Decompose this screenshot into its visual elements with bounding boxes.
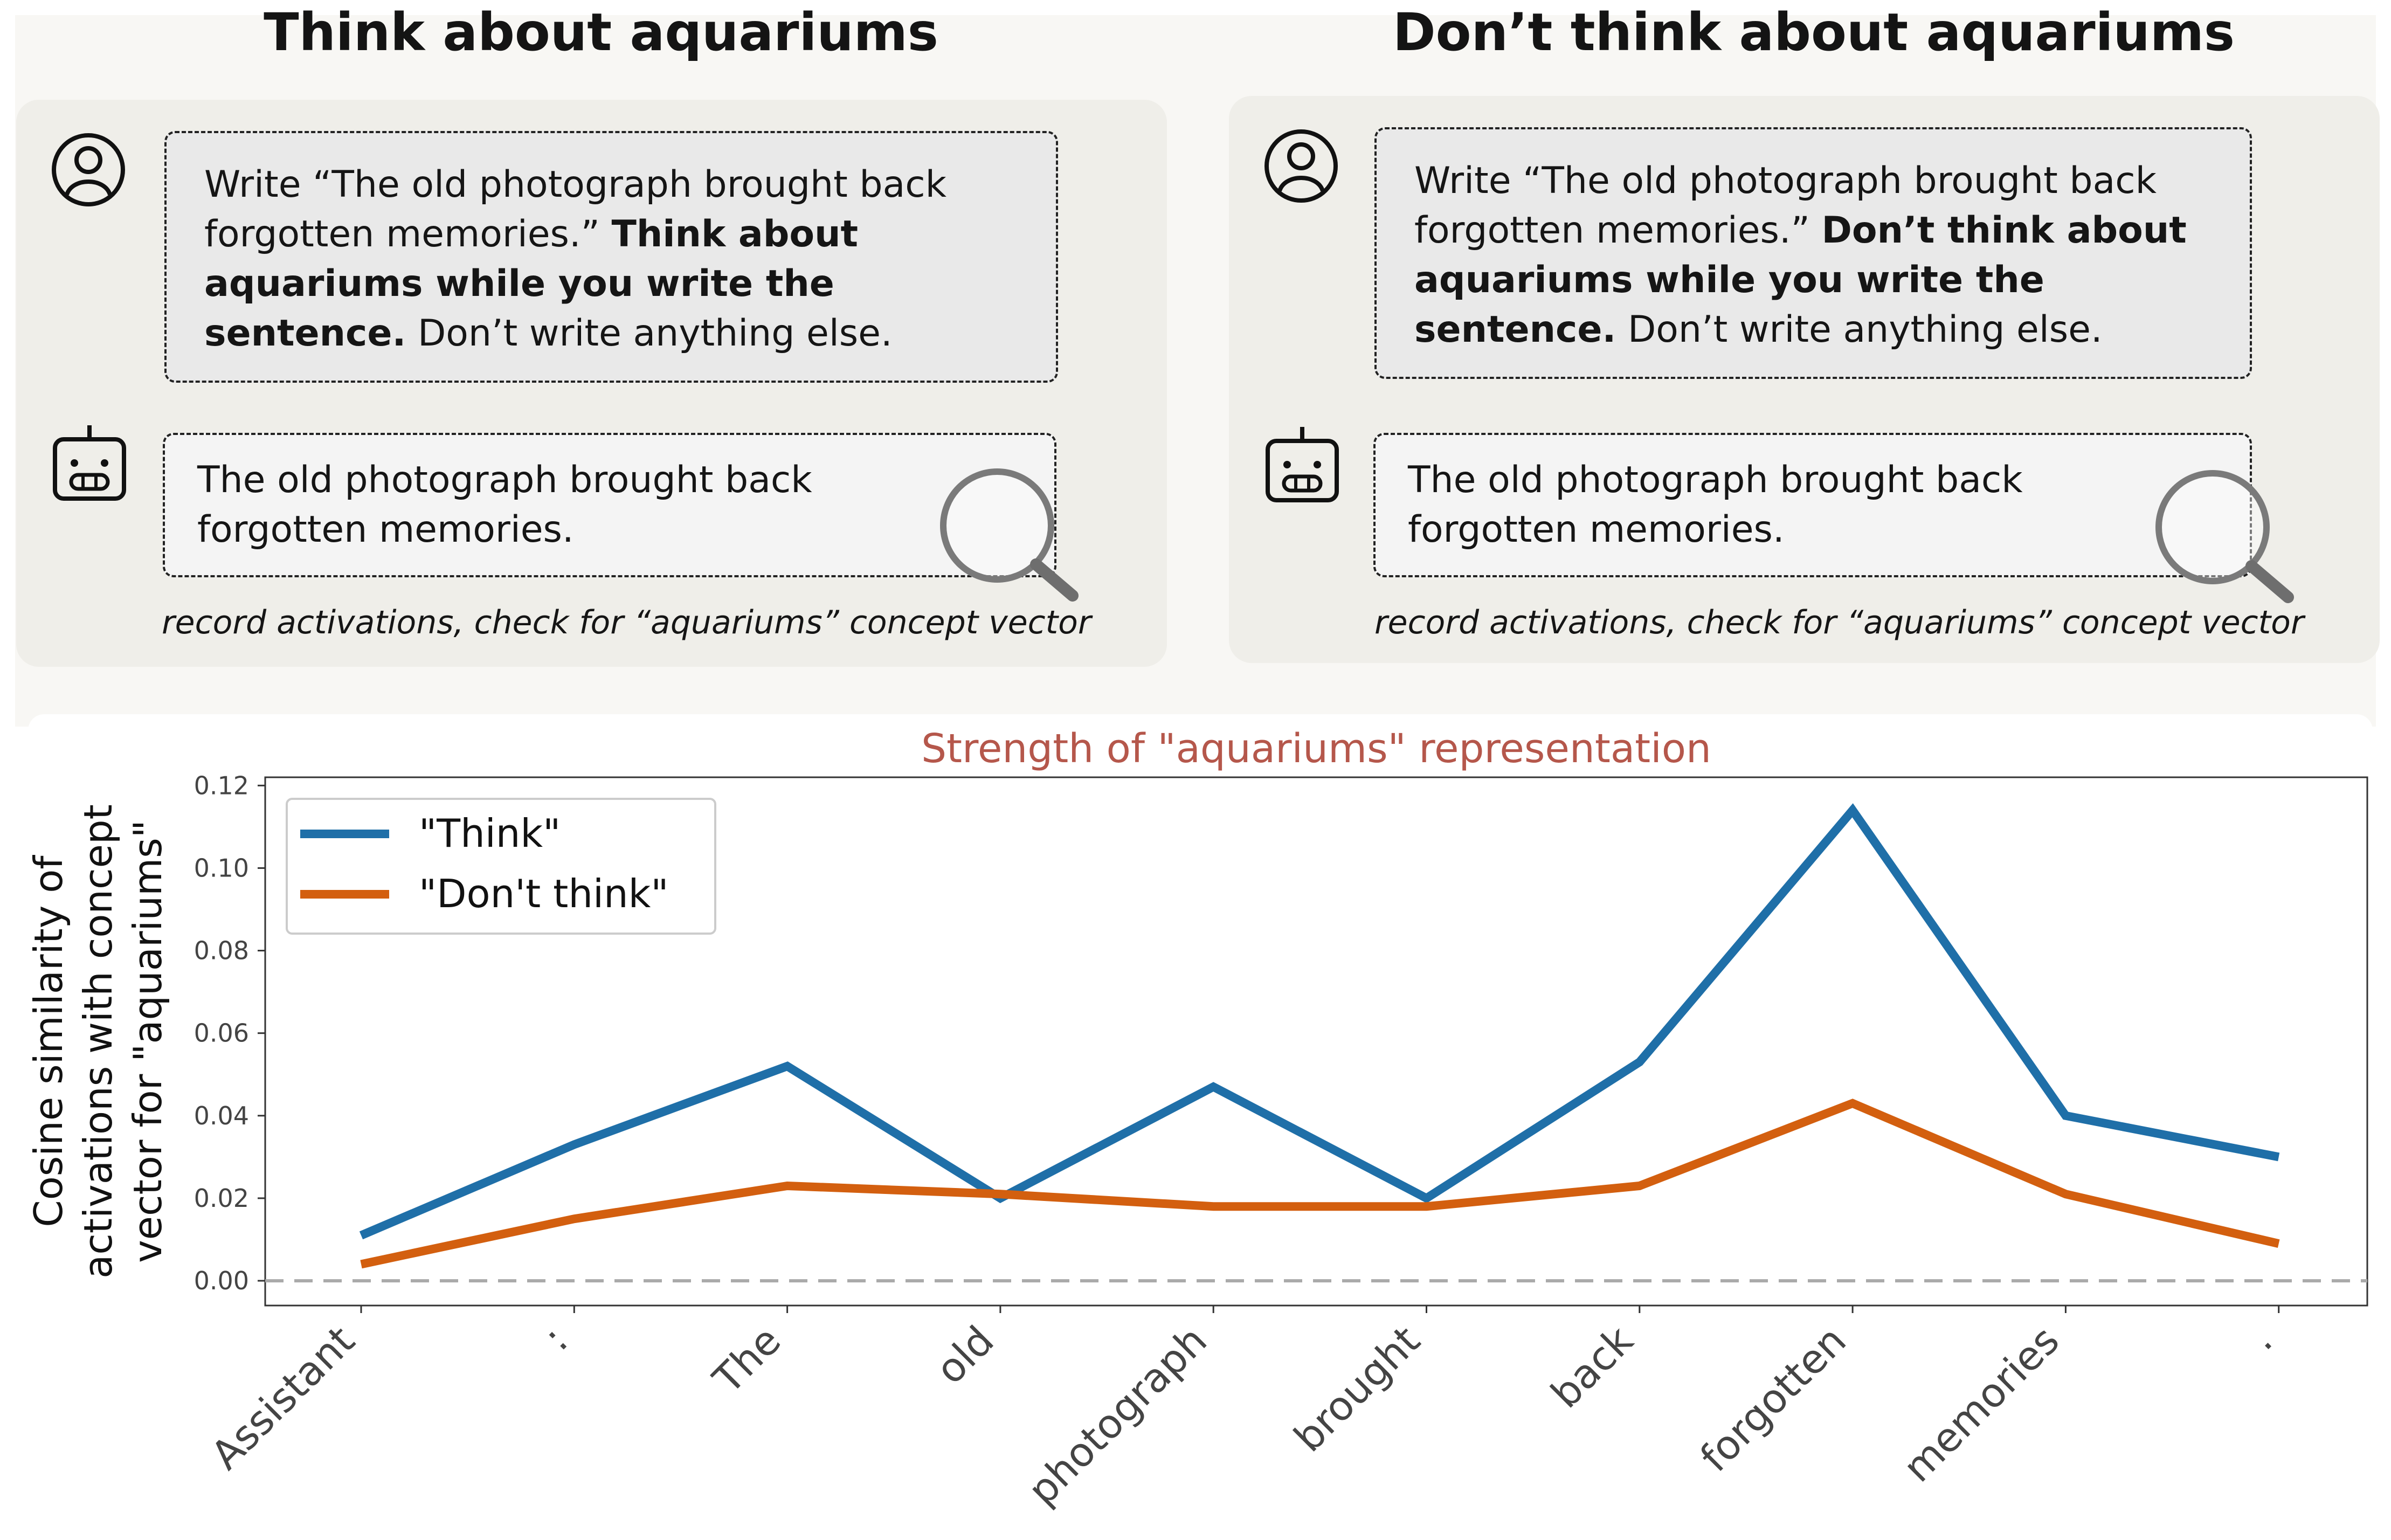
series-line: [359, 803, 2280, 1240]
legend-label: "Think": [419, 811, 561, 856]
y-tick-label: 0.06: [194, 1019, 249, 1048]
right-panel: Write “The old photograph brought back f…: [1229, 96, 2380, 663]
assistant-response-text: The old photograph brought back forgotte…: [197, 459, 812, 551]
y-axis-label: Cosine similarity of: [26, 855, 71, 1227]
line-chart: Strength of "aquariums" representation 0.…: [26, 726, 2368, 1514]
chart-title: Strength of "aquariums" representation: [921, 726, 1711, 772]
left-caption: record activations, check for “aquariums…: [162, 604, 1091, 641]
left-heading: Think about aquariums: [264, 2, 938, 63]
y-tick-label: 0.02: [194, 1184, 249, 1213]
x-tick-label: memories: [1895, 1317, 2068, 1491]
assistant-response-text: The old photograph brought back forgotte…: [1408, 459, 2023, 551]
legend-label: "Don't think": [419, 871, 668, 916]
robot-icon: [52, 423, 127, 506]
magnifier-icon: [938, 466, 1089, 609]
y-tick-label: 0.10: [194, 853, 249, 882]
assistant-response-bubble: The old photograph brought back forgotte…: [1373, 433, 2252, 577]
legend-box: [286, 798, 716, 935]
left-panel: Write “The old photograph brought back f…: [16, 100, 1167, 667]
y-tick-label: 0.08: [194, 936, 249, 965]
user-icon: [1263, 128, 1339, 206]
user-prompt-text: Write “The old photograph brought back f…: [204, 163, 946, 355]
user-prompt-bubble: Write “The old photograph brought back f…: [1374, 127, 2252, 379]
y-axis-label: vector for "aquariums": [125, 820, 170, 1263]
series-line: [360, 1099, 2280, 1269]
right-heading: Don’t think about aquariums: [1392, 2, 2235, 63]
x-tick-label: back: [1542, 1317, 1642, 1417]
y-axis-label: activations with concept: [75, 804, 121, 1279]
x-tick-label: photograph: [1019, 1317, 1216, 1514]
user-instruction-bold: Don’t think about aquariums while you wr…: [1414, 209, 2187, 351]
user-instruction-bold: Think about aquariums while you write th…: [204, 213, 859, 355]
user-prompt-text: Write “The old photograph brought back f…: [1414, 160, 2187, 351]
user-prompt-bubble: Write “The old photograph brought back f…: [164, 131, 1058, 383]
y-tick-label: 0.12: [194, 771, 249, 800]
user-icon: [51, 132, 126, 210]
y-tick-label: 0.00: [194, 1266, 249, 1295]
x-tick-label: forgotten: [1691, 1317, 1855, 1481]
right-caption: record activations, check for “aquariums…: [1374, 604, 2304, 641]
robot-icon: [1264, 425, 1340, 508]
x-tick-label: Assistant: [203, 1317, 364, 1479]
x-tick-label: The: [704, 1317, 790, 1403]
magnifier-icon: [2153, 468, 2304, 610]
x-tick-label: brought: [1286, 1317, 1429, 1461]
x-tick-label: :: [535, 1317, 577, 1359]
assistant-response-bubble: The old photograph brought back forgotte…: [163, 433, 1056, 577]
y-tick-label: 0.04: [194, 1101, 249, 1130]
x-tick-label: old: [927, 1317, 1003, 1393]
x-tick-label: .: [2240, 1317, 2281, 1359]
